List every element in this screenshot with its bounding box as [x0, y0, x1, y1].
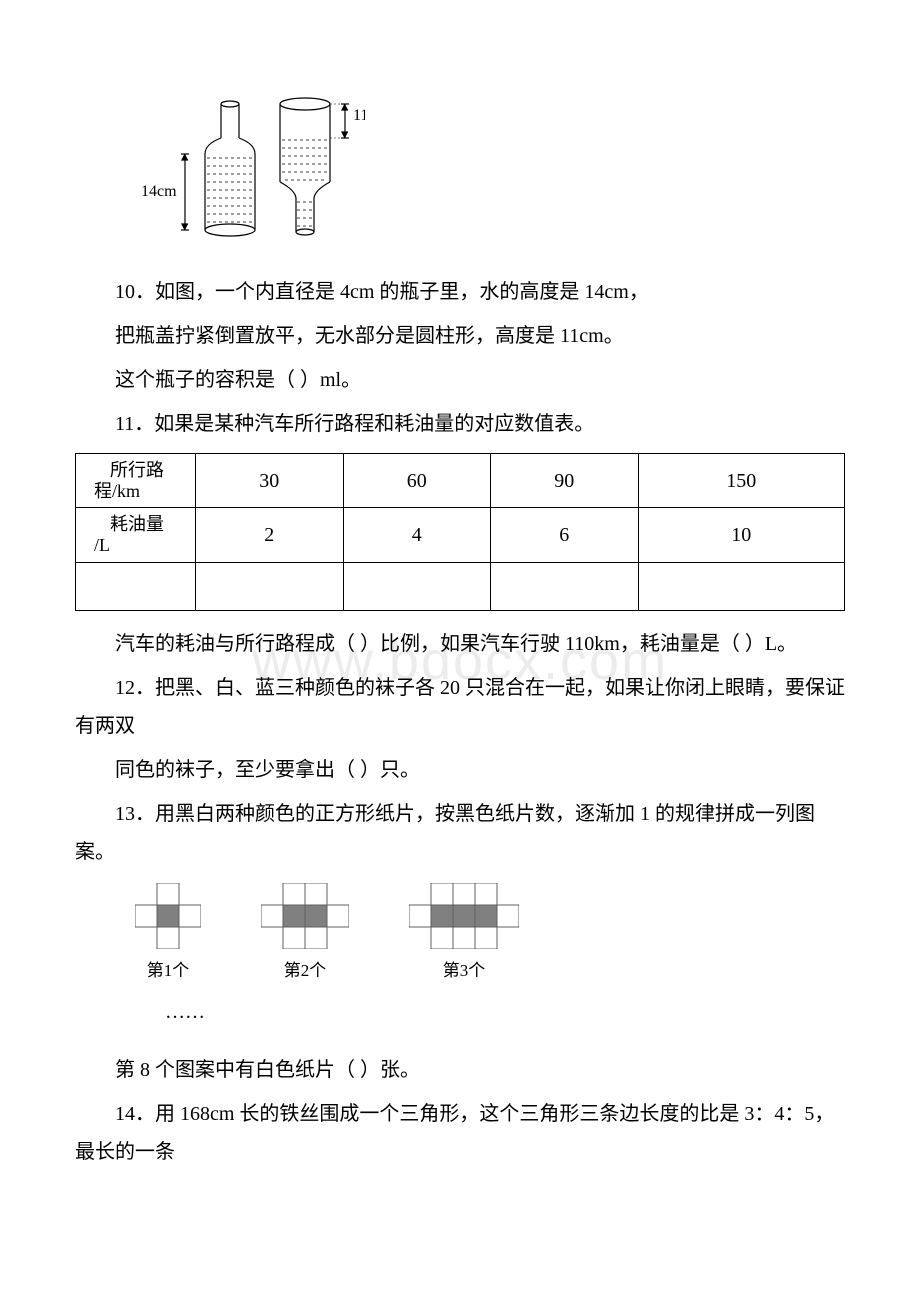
pattern-1-svg — [135, 883, 201, 949]
pattern-2-label: 第2个 — [284, 955, 327, 987]
pattern-2: 第2个 — [261, 883, 349, 987]
table-row: 耗油量 /L 2 4 6 10 — [76, 508, 845, 562]
pattern-figures: 第1个 第2个 第3个 — [135, 883, 845, 987]
cell-distance-1: 60 — [343, 454, 491, 508]
table-row: 所行路 程/km 30 60 90 150 — [76, 454, 845, 508]
cell-fuel-0: 2 — [196, 508, 344, 562]
hdr-distance: 所行路 程/km — [76, 454, 196, 508]
pattern-3: 第3个 — [409, 883, 519, 987]
q10-line2: 把瓶盖拧紧倒置放平，无水部分是圆柱形，高度是 11cm。 — [75, 317, 845, 355]
cell-fuel-3: 10 — [638, 508, 845, 562]
cell-empty — [343, 562, 491, 610]
pattern-1: 第1个 — [135, 883, 201, 987]
q11-intro: 11．如果是某种汽车所行路程和耗油量的对应数值表。 — [75, 405, 845, 443]
cell-empty — [638, 562, 845, 610]
cell-empty — [196, 562, 344, 610]
cell-distance-3: 150 — [638, 454, 845, 508]
pattern-3-label: 第3个 — [443, 955, 486, 987]
dim-14cm: 14cm — [141, 183, 177, 200]
cell-distance-0: 30 — [196, 454, 344, 508]
q14-text: 14．用 168cm 长的铁丝围成一个三角形，这个三角形三条边长度的比是 3：4… — [75, 1095, 845, 1171]
hdr-fuel: 耗油量 /L — [76, 508, 196, 562]
q11-tail: 汽车的耗油与所行路程成（ ）比例，如果汽车行驶 110km，耗油量是（ ）L。 — [75, 625, 845, 663]
q12-l2: 同色的袜子，至少要拿出（ ）只。 — [75, 751, 845, 789]
cell-empty — [491, 562, 639, 610]
q13-l1: 13．用黑白两种颜色的正方形纸片，按黑色纸片数，逐渐加 1 的规律拼成一列图案。 — [75, 795, 845, 871]
cell-empty — [76, 562, 196, 610]
bottle-figure: 14cm — [135, 90, 845, 263]
dim-11cm: 11cm — [353, 107, 365, 124]
bottle-svg: 14cm — [135, 90, 365, 250]
q10-line3: 这个瓶子的容积是（ ）ml。 — [75, 361, 845, 399]
cell-fuel-2: 6 — [491, 508, 639, 562]
q13-tail: 第 8 个图案中有白色纸片（ ）张。 — [75, 1051, 845, 1089]
table-row — [76, 562, 845, 610]
q10-line1: 10．如图，一个内直径是 4cm 的瓶子里，水的高度是 14cm， — [75, 273, 845, 311]
page-content: 14cm — [75, 90, 845, 1171]
pattern-3-svg — [409, 883, 519, 949]
pattern-2-svg — [261, 883, 349, 949]
q12-l1: 12．把黑、白、蓝三种颜色的袜子各 20 只混合在一起，如果让你闭上眼睛，要保证… — [75, 669, 845, 745]
cell-fuel-1: 4 — [343, 508, 491, 562]
cell-distance-2: 90 — [491, 454, 639, 508]
distance-fuel-table: 所行路 程/km 30 60 90 150 耗油量 /L 2 4 6 10 — [75, 453, 845, 611]
pattern-1-label: 第1个 — [147, 955, 190, 987]
q13-ellipsis: …… — [165, 993, 845, 1031]
